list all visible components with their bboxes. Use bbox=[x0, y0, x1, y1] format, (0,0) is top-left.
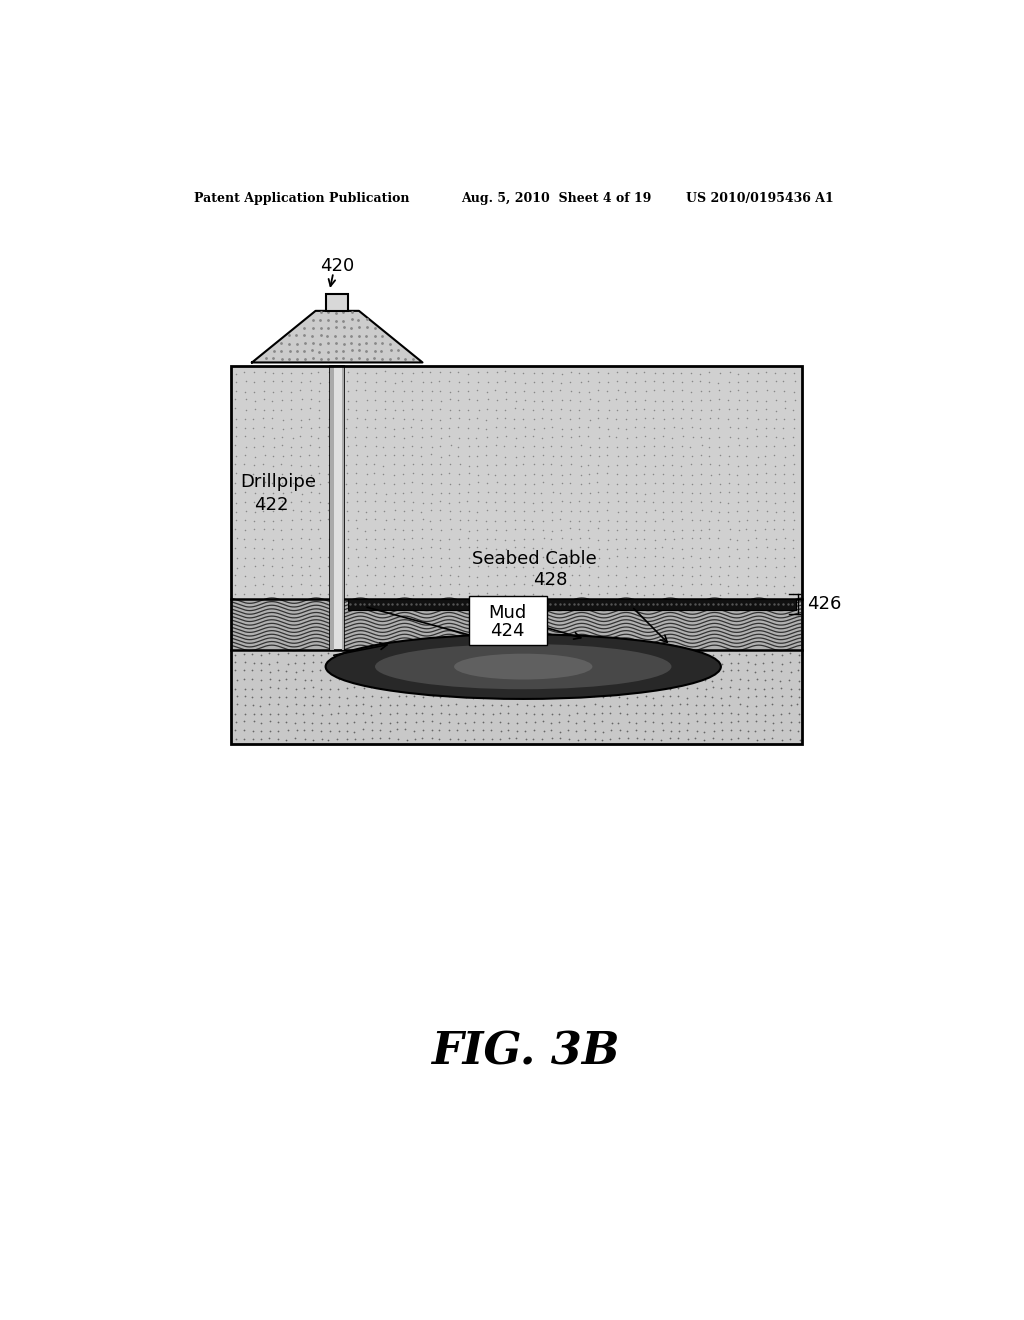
Text: 424: 424 bbox=[490, 622, 525, 640]
Text: Seabed Cable: Seabed Cable bbox=[472, 550, 597, 568]
Bar bbox=[342, 367, 344, 649]
Bar bbox=[327, 294, 348, 312]
Bar bbox=[231, 599, 802, 649]
Ellipse shape bbox=[454, 653, 593, 680]
Bar bbox=[231, 649, 802, 743]
Bar bbox=[331, 367, 344, 649]
Bar bbox=[348, 599, 796, 610]
Text: 426: 426 bbox=[807, 595, 842, 614]
Text: Patent Application Publication: Patent Application Publication bbox=[194, 191, 410, 205]
Text: US 2010/0195436 A1: US 2010/0195436 A1 bbox=[686, 191, 834, 205]
Ellipse shape bbox=[326, 635, 721, 700]
Text: 420: 420 bbox=[321, 257, 354, 275]
Text: Mud: Mud bbox=[488, 603, 527, 622]
Polygon shape bbox=[252, 312, 423, 363]
Text: 422: 422 bbox=[254, 496, 289, 513]
Ellipse shape bbox=[375, 644, 672, 689]
Text: Drillpipe: Drillpipe bbox=[241, 473, 316, 491]
Bar bbox=[231, 367, 802, 743]
Bar bbox=[231, 367, 802, 599]
Text: 428: 428 bbox=[534, 572, 567, 589]
Text: FIG. 3B: FIG. 3B bbox=[430, 1030, 620, 1073]
Bar bbox=[469, 595, 547, 645]
Text: Aug. 5, 2010  Sheet 4 of 19: Aug. 5, 2010 Sheet 4 of 19 bbox=[461, 191, 651, 205]
Bar bbox=[331, 367, 334, 649]
